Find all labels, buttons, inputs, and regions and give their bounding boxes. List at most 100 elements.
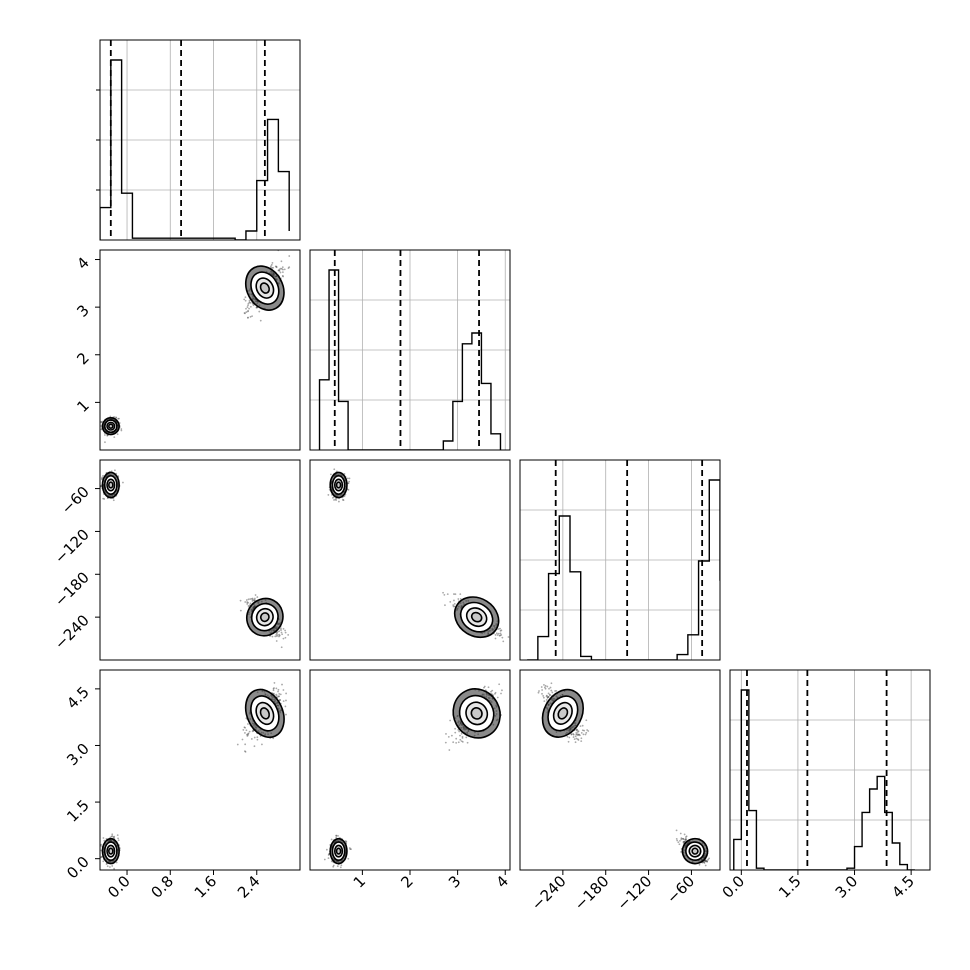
sample-point bbox=[499, 629, 502, 632]
sample-point bbox=[501, 636, 504, 639]
sample-point bbox=[703, 861, 706, 864]
sample-point bbox=[283, 268, 286, 271]
sample-point bbox=[247, 723, 249, 725]
sample-point bbox=[683, 840, 686, 843]
x-tick-label: 0.0 bbox=[104, 872, 134, 902]
sample-point bbox=[327, 854, 330, 856]
sample-point bbox=[497, 628, 500, 630]
sample-point bbox=[280, 260, 283, 263]
sample-point bbox=[499, 627, 501, 630]
sample-point bbox=[346, 477, 349, 480]
sample-point bbox=[239, 599, 242, 602]
sample-point bbox=[331, 496, 334, 499]
sample-point bbox=[445, 733, 447, 735]
sample-point bbox=[249, 302, 252, 304]
sample-point bbox=[248, 307, 250, 310]
sample-point bbox=[327, 494, 330, 496]
sample-point bbox=[285, 713, 287, 716]
sample-point bbox=[459, 593, 462, 596]
sample-point bbox=[244, 750, 246, 753]
sample-point bbox=[335, 834, 338, 837]
sample-point bbox=[103, 839, 106, 842]
sample-point bbox=[242, 729, 245, 731]
panel-frame bbox=[519, 459, 721, 661]
sample-point bbox=[275, 265, 278, 268]
sample-point bbox=[272, 689, 275, 692]
y-tick-label: −240 bbox=[51, 611, 93, 653]
sample-point bbox=[452, 605, 455, 608]
sample-point bbox=[683, 833, 686, 836]
sample-point bbox=[273, 687, 275, 689]
sample-point bbox=[459, 734, 461, 737]
sample-point bbox=[281, 683, 283, 686]
panel-frame bbox=[99, 459, 301, 661]
sample-point bbox=[115, 416, 117, 419]
sample-point bbox=[497, 632, 500, 635]
sample-point bbox=[338, 500, 340, 503]
sample-point bbox=[682, 838, 685, 841]
sample-point bbox=[247, 316, 249, 319]
sample-point bbox=[256, 736, 259, 739]
sample-point bbox=[340, 864, 343, 867]
sample-point bbox=[109, 866, 111, 868]
sample-point bbox=[113, 835, 116, 838]
sample-point bbox=[682, 841, 685, 843]
sample-point bbox=[280, 646, 283, 649]
sample-point bbox=[244, 296, 247, 299]
sample-point bbox=[241, 738, 244, 741]
sample-point bbox=[270, 265, 272, 268]
sample-point bbox=[253, 745, 256, 748]
sample-point bbox=[102, 860, 105, 863]
sample-point bbox=[113, 436, 116, 439]
sample-point bbox=[98, 496, 100, 498]
sample-point bbox=[245, 307, 247, 310]
sample-point bbox=[459, 597, 462, 600]
sample-point bbox=[104, 441, 106, 444]
sample-point bbox=[495, 632, 498, 635]
sample-point bbox=[120, 428, 123, 430]
sample-point bbox=[117, 839, 120, 842]
sample-point bbox=[330, 860, 333, 863]
sample-point bbox=[681, 837, 684, 840]
sample-point bbox=[347, 488, 350, 491]
sample-point bbox=[452, 604, 455, 606]
sample-point bbox=[253, 598, 256, 601]
sample-point bbox=[102, 474, 104, 477]
sample-point bbox=[253, 736, 256, 739]
sample-point bbox=[248, 301, 251, 304]
sample-point bbox=[499, 634, 502, 637]
sample-point bbox=[249, 598, 252, 600]
sample-point bbox=[455, 737, 458, 740]
sample-point bbox=[270, 263, 273, 266]
panel-frame bbox=[99, 669, 301, 871]
sample-point bbox=[465, 736, 468, 739]
sample-point bbox=[279, 699, 281, 701]
sample-point bbox=[100, 421, 103, 424]
sample-point bbox=[287, 267, 290, 270]
sample-point bbox=[244, 601, 247, 603]
contour-level bbox=[259, 612, 270, 623]
sample-point bbox=[494, 634, 497, 636]
sample-point bbox=[252, 598, 254, 601]
sample-point bbox=[277, 690, 279, 693]
sample-point bbox=[100, 856, 103, 858]
sample-point bbox=[708, 857, 710, 860]
contour-level bbox=[108, 847, 114, 855]
sample-point bbox=[279, 627, 282, 630]
sample-point bbox=[282, 637, 285, 640]
sample-point bbox=[100, 428, 103, 431]
sample-point bbox=[450, 734, 453, 737]
histogram-0 bbox=[100, 59, 290, 240]
sample-point bbox=[442, 591, 444, 594]
sample-point bbox=[498, 683, 501, 686]
sample-point bbox=[288, 266, 291, 269]
sample-point bbox=[113, 867, 116, 870]
x-tick-label: 3 bbox=[445, 872, 464, 891]
sample-point bbox=[116, 433, 119, 436]
sample-point bbox=[443, 593, 446, 596]
sample-point bbox=[277, 695, 280, 698]
sample-point bbox=[256, 596, 259, 598]
sample-point bbox=[246, 735, 249, 737]
sample-point bbox=[282, 700, 285, 702]
